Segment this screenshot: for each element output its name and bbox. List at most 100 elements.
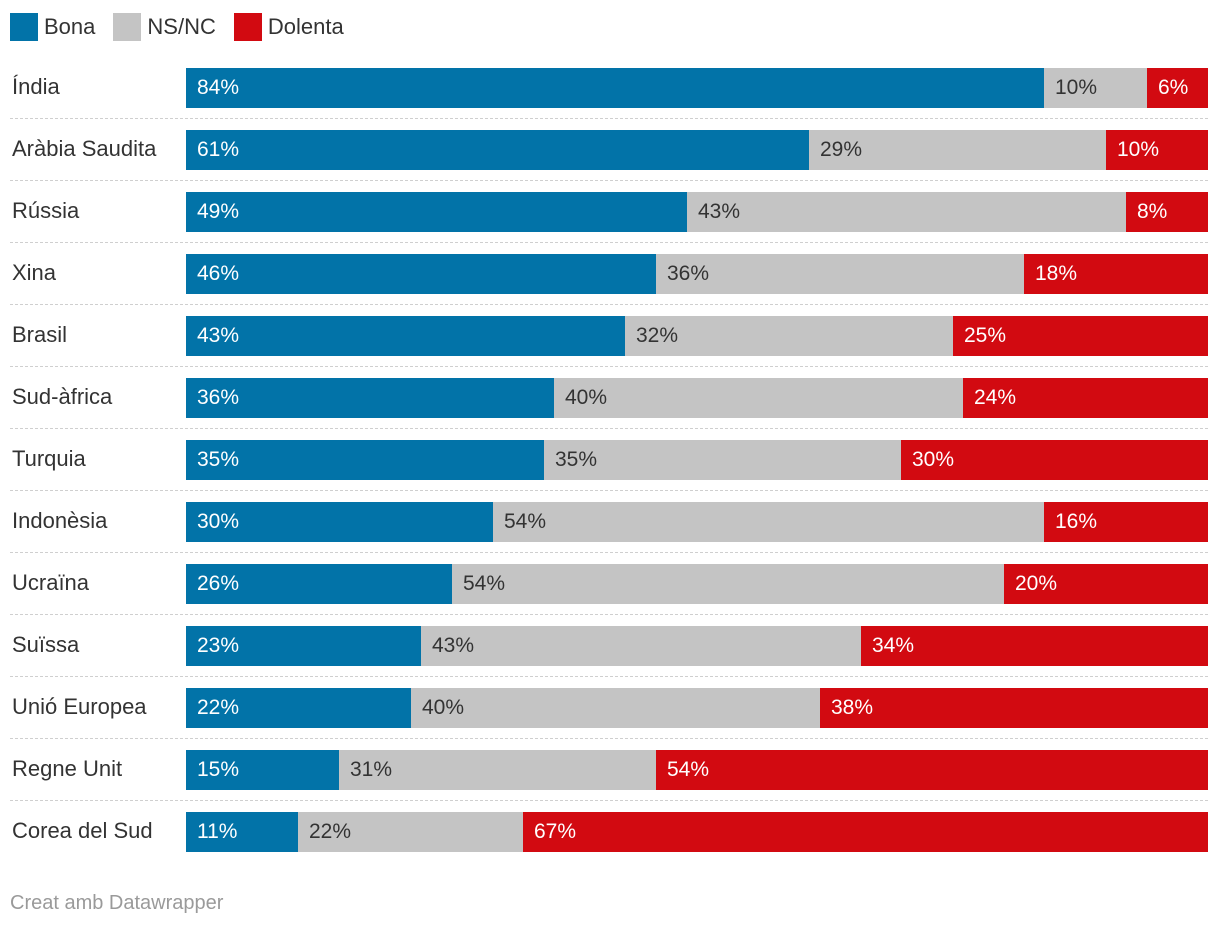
category-label: Regne Unit [12,756,123,781]
bar-segment-ns-nc: 40% [554,378,963,418]
legend-label: Dolenta [267,14,344,39]
bar-track: 23% 43% 34% [186,626,1208,666]
bar-segment-dolenta: 54% [656,750,1208,790]
bar-row: Xina 46% 36% 18% [0,242,1220,304]
bar-segment-bona: 23% [186,626,421,666]
bar-track: 26% 54% 20% [186,564,1208,604]
bar-track: 43% 32% 25% [186,316,1208,356]
row-divider [10,242,1208,243]
bar-track: 30% 54% 16% [186,502,1208,542]
bar-segment-dolenta: 16% [1044,502,1208,542]
bar-segment-ns-nc: 54% [493,502,1044,542]
category-label: Unió Europea [12,694,147,719]
bar-segment-ns-nc: 36% [656,254,1024,294]
bar-row: Índia 84% 10% 6% [0,56,1220,118]
bar-track: 11% 22% 67% [186,812,1208,852]
legend-swatch [10,13,38,41]
bar-segment-bona: 84% [186,68,1044,108]
row-divider [10,366,1208,367]
bar-segment-ns-nc: 32% [625,316,953,356]
bar-track: 49% 43% 8% [186,192,1208,232]
category-label: Xina [12,260,57,285]
bar-segment-dolenta: 38% [820,688,1208,728]
category-label: Aràbia Saudita [12,136,157,161]
legend-swatch [113,13,142,41]
bar-segment-dolenta: 25% [953,316,1208,356]
row-divider [10,490,1208,491]
bar-segment-dolenta: 30% [901,440,1208,480]
row-divider [10,738,1208,739]
category-label: Corea del Sud [12,818,153,843]
bar-segment-bona: 46% [186,254,656,294]
bar-track: 36% 40% 24% [186,378,1208,418]
legend-item-0: Bona [10,13,95,41]
bar-segment-ns-nc: 29% [809,130,1106,170]
bar-row: Brasil 43% 32% 25% [0,304,1220,366]
category-label: Índia [12,74,60,99]
bar-segment-bona: 61% [186,130,809,170]
bar-segment-ns-nc: 31% [339,750,656,790]
bar-segment-dolenta: 20% [1004,564,1208,604]
legend-item-1: NS/NC [113,13,216,41]
bar-segment-ns-nc: 43% [687,192,1126,232]
stacked-bar-chart: Índia 84% 10% 6% Aràbia Saudita 61% 29% 10% Rúss… [0,56,1220,862]
bar-row: Corea del Sud 11% 22% 67% [0,800,1220,862]
bar-track: 35% 35% 30% [186,440,1208,480]
bar-segment-bona: 49% [186,192,687,232]
footer-credit: Creat amb Datawrapper [10,892,224,914]
bar-row: Aràbia Saudita 61% 29% 10% [0,118,1220,180]
bar-segment-bona: 26% [186,564,452,604]
bar-segment-dolenta: 24% [963,378,1208,418]
row-divider [10,800,1208,801]
bar-track: 15% 31% 54% [186,750,1208,790]
row-divider [10,614,1208,615]
legend: Bona NS/NC Dolenta [10,12,362,42]
bar-segment-dolenta: 8% [1126,192,1208,232]
category-label: Indonèsia [12,508,108,533]
bar-row: Ucraïna 26% 54% 20% [0,552,1220,614]
category-label: Ucraïna [12,570,90,595]
bar-row: Unió Europea 22% 40% 38% [0,676,1220,738]
legend-item-2: Dolenta [233,13,344,41]
category-label: Rússia [12,198,80,223]
bar-row: Rússia 49% 43% 8% [0,180,1220,242]
bar-segment-bona: 43% [186,316,625,356]
row-divider [10,676,1208,677]
legend-label: NS/NC [147,14,216,39]
row-divider [10,304,1208,305]
bar-segment-bona: 35% [186,440,544,480]
row-divider [10,552,1208,553]
bar-segment-ns-nc: 54% [452,564,1004,604]
row-divider [10,180,1208,181]
legend-label: Bona [44,14,96,39]
bar-row: Sud-àfrica 36% 40% 24% [0,366,1220,428]
legend-swatch [233,13,262,41]
bar-segment-ns-nc: 22% [298,812,523,852]
category-label: Brasil [12,322,68,347]
bar-segment-bona: 15% [186,750,339,790]
bar-segment-ns-nc: 35% [544,440,901,480]
bar-segment-dolenta: 67% [523,812,1208,852]
bar-track: 22% 40% 38% [186,688,1208,728]
bar-segment-dolenta: 18% [1024,254,1208,294]
bar-row: Regne Unit 15% 31% 54% [0,738,1220,800]
bar-row: Suïssa 23% 43% 34% [0,614,1220,676]
category-label: Sud-àfrica [12,384,113,409]
bar-segment-ns-nc: 43% [421,626,861,666]
bar-segment-bona: 11% [186,812,298,852]
bar-track: 84% 10% 6% [186,68,1208,108]
category-label: Turquia [12,446,86,471]
bar-track: 46% 36% 18% [186,254,1208,294]
bar-row: Indonèsia 30% 54% 16% [0,490,1220,552]
bar-segment-bona: 30% [186,502,493,542]
bar-segment-ns-nc: 10% [1044,68,1147,108]
bar-segment-dolenta: 6% [1147,68,1208,108]
bar-segment-dolenta: 10% [1106,130,1208,170]
bar-segment-bona: 22% [186,688,411,728]
bar-segment-ns-nc: 40% [411,688,820,728]
bar-segment-bona: 36% [186,378,554,418]
category-label: Suïssa [12,632,80,657]
bar-track: 61% 29% 10% [186,130,1208,170]
bar-segment-dolenta: 34% [861,626,1208,666]
bar-row: Turquia 35% 35% 30% [0,428,1220,490]
